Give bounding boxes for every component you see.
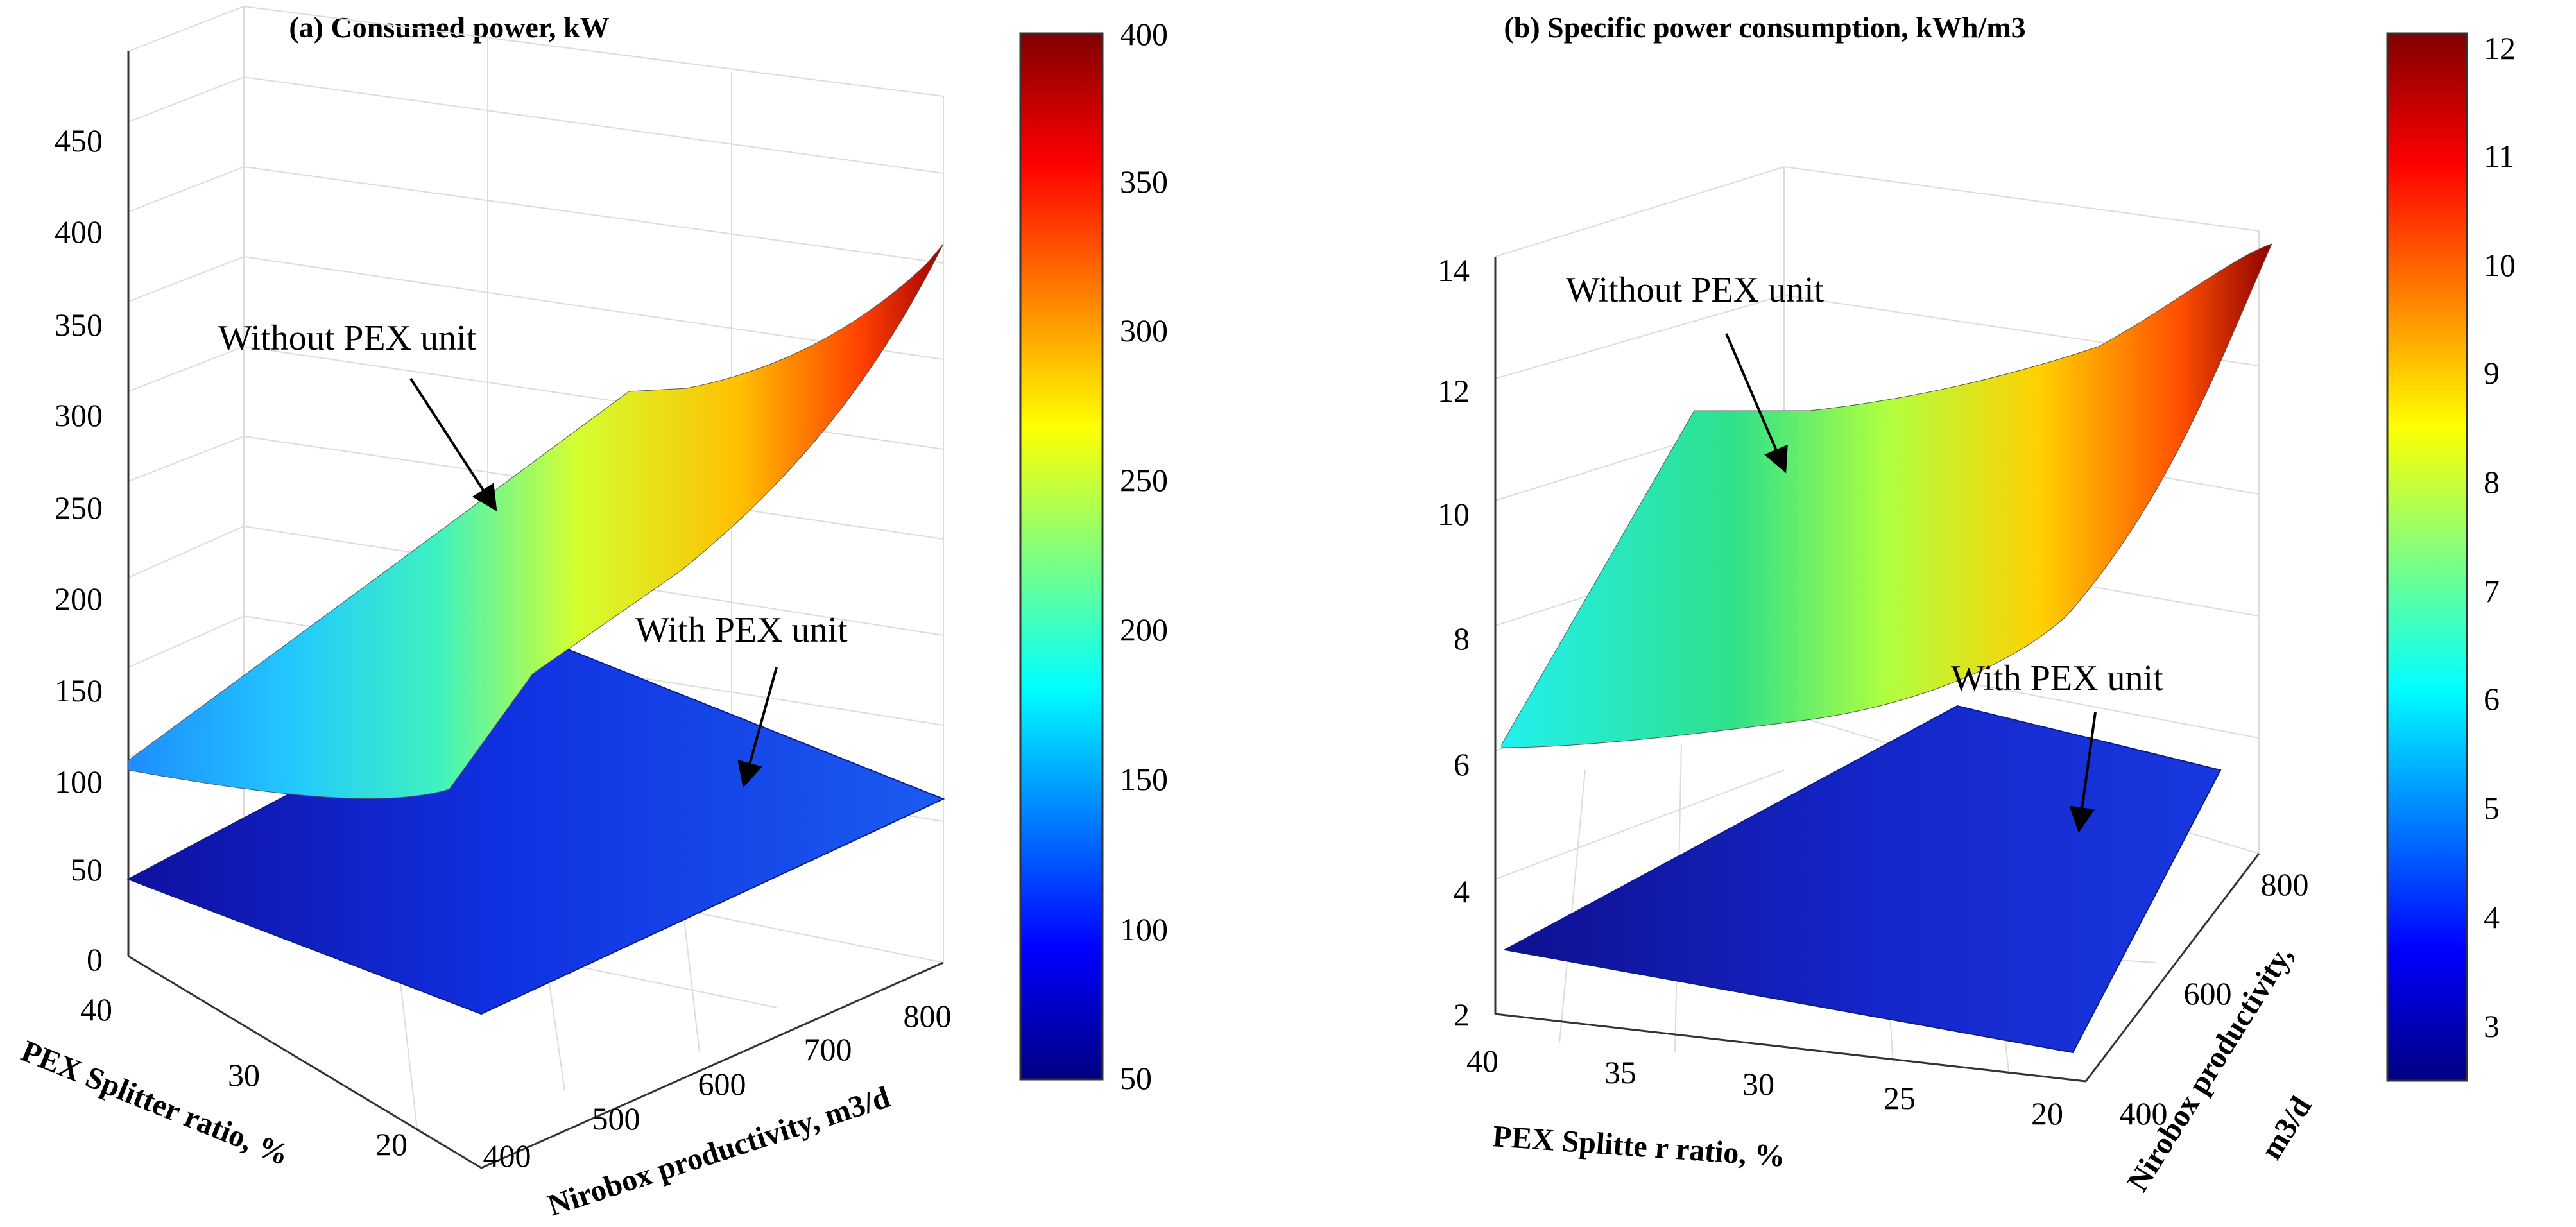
y-tick: 500 xyxy=(592,1101,640,1137)
panel-b-x-label: PEX Splitte r ratio, % xyxy=(1491,1119,1786,1174)
panel-b-title: (b) Specific power consumption, kWh/m3 xyxy=(1504,11,2025,44)
y-tick: 800 xyxy=(904,998,952,1034)
colorbar-tick: 3 xyxy=(2484,1008,2500,1044)
panel-a: (a) Consumed power, kW xyxy=(17,5,1168,1223)
colorbar-tick: 350 xyxy=(1120,164,1168,200)
panel-b-x-ticks: 40 35 30 25 20 xyxy=(1466,1043,2063,1131)
arrow-without-pex xyxy=(409,377,497,511)
x-tick: 25 xyxy=(1884,1080,1916,1116)
colorbar-tick: 300 xyxy=(1120,313,1168,348)
panel-a-x-ticks: 40 30 20 xyxy=(80,991,408,1162)
annotation-with-pex: With PEX unit xyxy=(635,610,848,650)
colorbar-tick: 8 xyxy=(2484,464,2500,500)
z-tick: 2 xyxy=(1454,997,1470,1033)
x-tick: 40 xyxy=(80,991,112,1027)
z-tick: 0 xyxy=(87,941,103,977)
colorbar-tick: 7 xyxy=(2484,573,2500,609)
y-tick: 700 xyxy=(804,1031,852,1067)
panel-a-z-ticks: 0 50 100 150 200 250 300 350 400 450 xyxy=(55,123,103,977)
y-tick: 400 xyxy=(2120,1095,2168,1131)
annotation-with-pex: With PEX unit xyxy=(1951,658,2163,698)
z-tick: 100 xyxy=(55,764,103,800)
x-tick: 30 xyxy=(1742,1066,1774,1102)
panel-b-y-ticks: 400 600 800 xyxy=(2120,866,2309,1131)
surface-b-with-pex xyxy=(1503,705,2222,1054)
z-tick: 350 xyxy=(55,307,103,343)
arrow-with-pex xyxy=(737,667,778,788)
colorbar-tick: 200 xyxy=(1120,612,1168,648)
panel-a-x-label: PEX Splitter ratio, % xyxy=(17,1034,294,1172)
surface-a-without-pex xyxy=(128,243,944,799)
x-tick: 30 xyxy=(228,1057,260,1093)
panel-b-y-label-units: m3/d xyxy=(2254,1090,2318,1165)
colorbar-b-ticks: 3 4 5 6 7 8 9 10 11 12 xyxy=(2484,30,2516,1044)
panel-a-title: (a) Consumed power, kW xyxy=(289,11,609,44)
surface-b-without-pex xyxy=(1501,243,2272,748)
colorbar-tick: 9 xyxy=(2484,355,2500,391)
panel-b-z-ticks: 2 4 6 8 10 12 14 xyxy=(1438,252,1470,1033)
colorbar-tick: 10 xyxy=(2484,247,2516,283)
colorbar-tick: 11 xyxy=(2484,138,2514,174)
z-tick: 450 xyxy=(55,123,103,159)
colorbar-tick: 100 xyxy=(1120,911,1168,947)
z-tick: 12 xyxy=(1438,373,1470,409)
z-tick: 150 xyxy=(55,673,103,708)
colorbar-a xyxy=(1019,32,1104,1081)
x-tick: 35 xyxy=(1604,1054,1636,1090)
colorbar-b xyxy=(2386,32,2468,1082)
annotation-without-pex: Without PEX unit xyxy=(1566,270,1825,310)
x-tick: 20 xyxy=(375,1126,408,1162)
y-tick: 600 xyxy=(698,1066,746,1102)
y-tick: 800 xyxy=(2261,866,2309,902)
y-tick: 400 xyxy=(483,1138,531,1174)
panel-a-y-ticks: 400 500 600 700 800 xyxy=(483,998,952,1174)
x-tick: 20 xyxy=(2031,1095,2063,1131)
colorbar-tick: 400 xyxy=(1120,16,1168,52)
colorbar-tick: 4 xyxy=(2484,899,2500,935)
x-tick: 40 xyxy=(1466,1043,1498,1079)
z-tick: 6 xyxy=(1454,746,1470,782)
z-tick: 8 xyxy=(1454,621,1470,656)
colorbar-tick: 6 xyxy=(2484,681,2500,717)
z-tick: 250 xyxy=(55,490,103,526)
arrow-with-pex xyxy=(2069,712,2097,833)
z-tick: 4 xyxy=(1454,873,1470,909)
z-tick: 400 xyxy=(55,214,103,250)
colorbar-tick: 5 xyxy=(2484,790,2500,826)
z-tick: 300 xyxy=(55,397,103,433)
colorbar-a-ticks: 50 100 150 200 250 300 350 400 xyxy=(1120,16,1168,1096)
arrow-without-pex xyxy=(1725,333,1788,474)
annotation-without-pex: Without PEX unit xyxy=(218,318,477,358)
z-tick: 50 xyxy=(71,852,103,888)
colorbar-tick: 150 xyxy=(1120,761,1168,797)
colorbar-tick: 50 xyxy=(1120,1060,1152,1096)
z-tick: 14 xyxy=(1438,252,1470,288)
colorbar-tick: 250 xyxy=(1120,462,1168,498)
panel-b: (b) Specific power consumption, kWh/m3 xyxy=(1438,11,2516,1197)
y-tick: 600 xyxy=(2184,975,2232,1011)
colorbar-tick: 12 xyxy=(2484,30,2516,66)
z-tick: 10 xyxy=(1438,496,1470,532)
z-tick: 200 xyxy=(55,581,103,617)
